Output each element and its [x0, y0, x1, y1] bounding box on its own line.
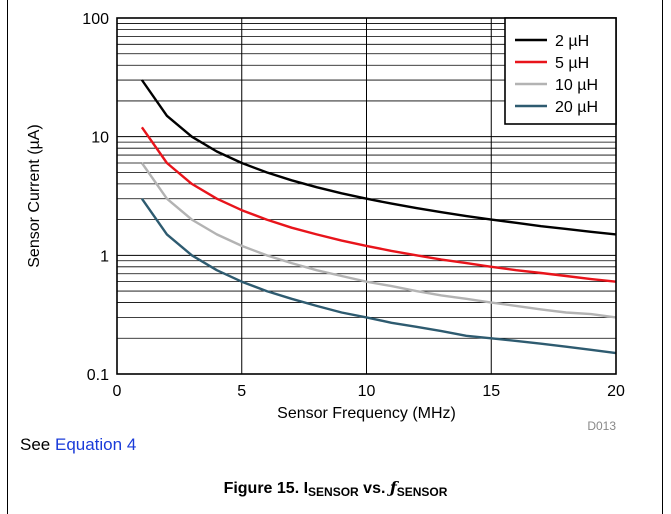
- note-prefix: See: [20, 435, 55, 454]
- figure-code: D013: [587, 419, 616, 433]
- caption-sub-1: SENSOR: [308, 485, 359, 499]
- page-border-left: [7, 0, 8, 514]
- caption-mid: vs.: [358, 480, 390, 497]
- legend-label: 10 µH: [555, 77, 598, 94]
- figure-caption: Figure 15. ISENSOR vs. ƒSENSOR: [0, 478, 671, 499]
- y-axis-label: Sensor Current (µA): [26, 124, 43, 267]
- x-tick-label: 5: [237, 383, 246, 400]
- caption-prefix: Figure 15. I: [223, 480, 309, 497]
- y-tick-label: 100: [82, 11, 109, 28]
- series-line: [140, 79, 617, 236]
- plot-frame: [116, 17, 617, 375]
- x-tick-label: 0: [113, 383, 122, 400]
- legend-label: 2 µH: [555, 33, 589, 50]
- y-tick-label: 0.1: [87, 367, 109, 384]
- equation-link[interactable]: Equation 4: [54, 435, 137, 454]
- series-line: [140, 198, 617, 355]
- x-tick-label: 20: [607, 383, 625, 400]
- x-tick-label: 10: [358, 383, 376, 400]
- caption-italic: ƒ: [389, 478, 397, 497]
- x-tick-label: 15: [482, 383, 500, 400]
- y-tick-label: 1: [100, 248, 109, 265]
- chart: 0 5 10 15 20 0.1 1 10 100 2 µH 5 µH 10 µH 20 µH Sen…: [26, 11, 625, 433]
- page-border-right: [662, 0, 663, 514]
- series-line: [140, 126, 617, 283]
- legend-label: 20 µH: [555, 99, 598, 116]
- caption-sub-2: SENSOR: [396, 485, 448, 499]
- y-tick-label: 10: [91, 130, 109, 147]
- series-line: [140, 162, 617, 319]
- legend-label: 5 µH: [555, 55, 589, 72]
- x-axis-label: Sensor Frequency (MHz): [277, 405, 456, 422]
- equation-reference: See Equation 4: [20, 435, 136, 455]
